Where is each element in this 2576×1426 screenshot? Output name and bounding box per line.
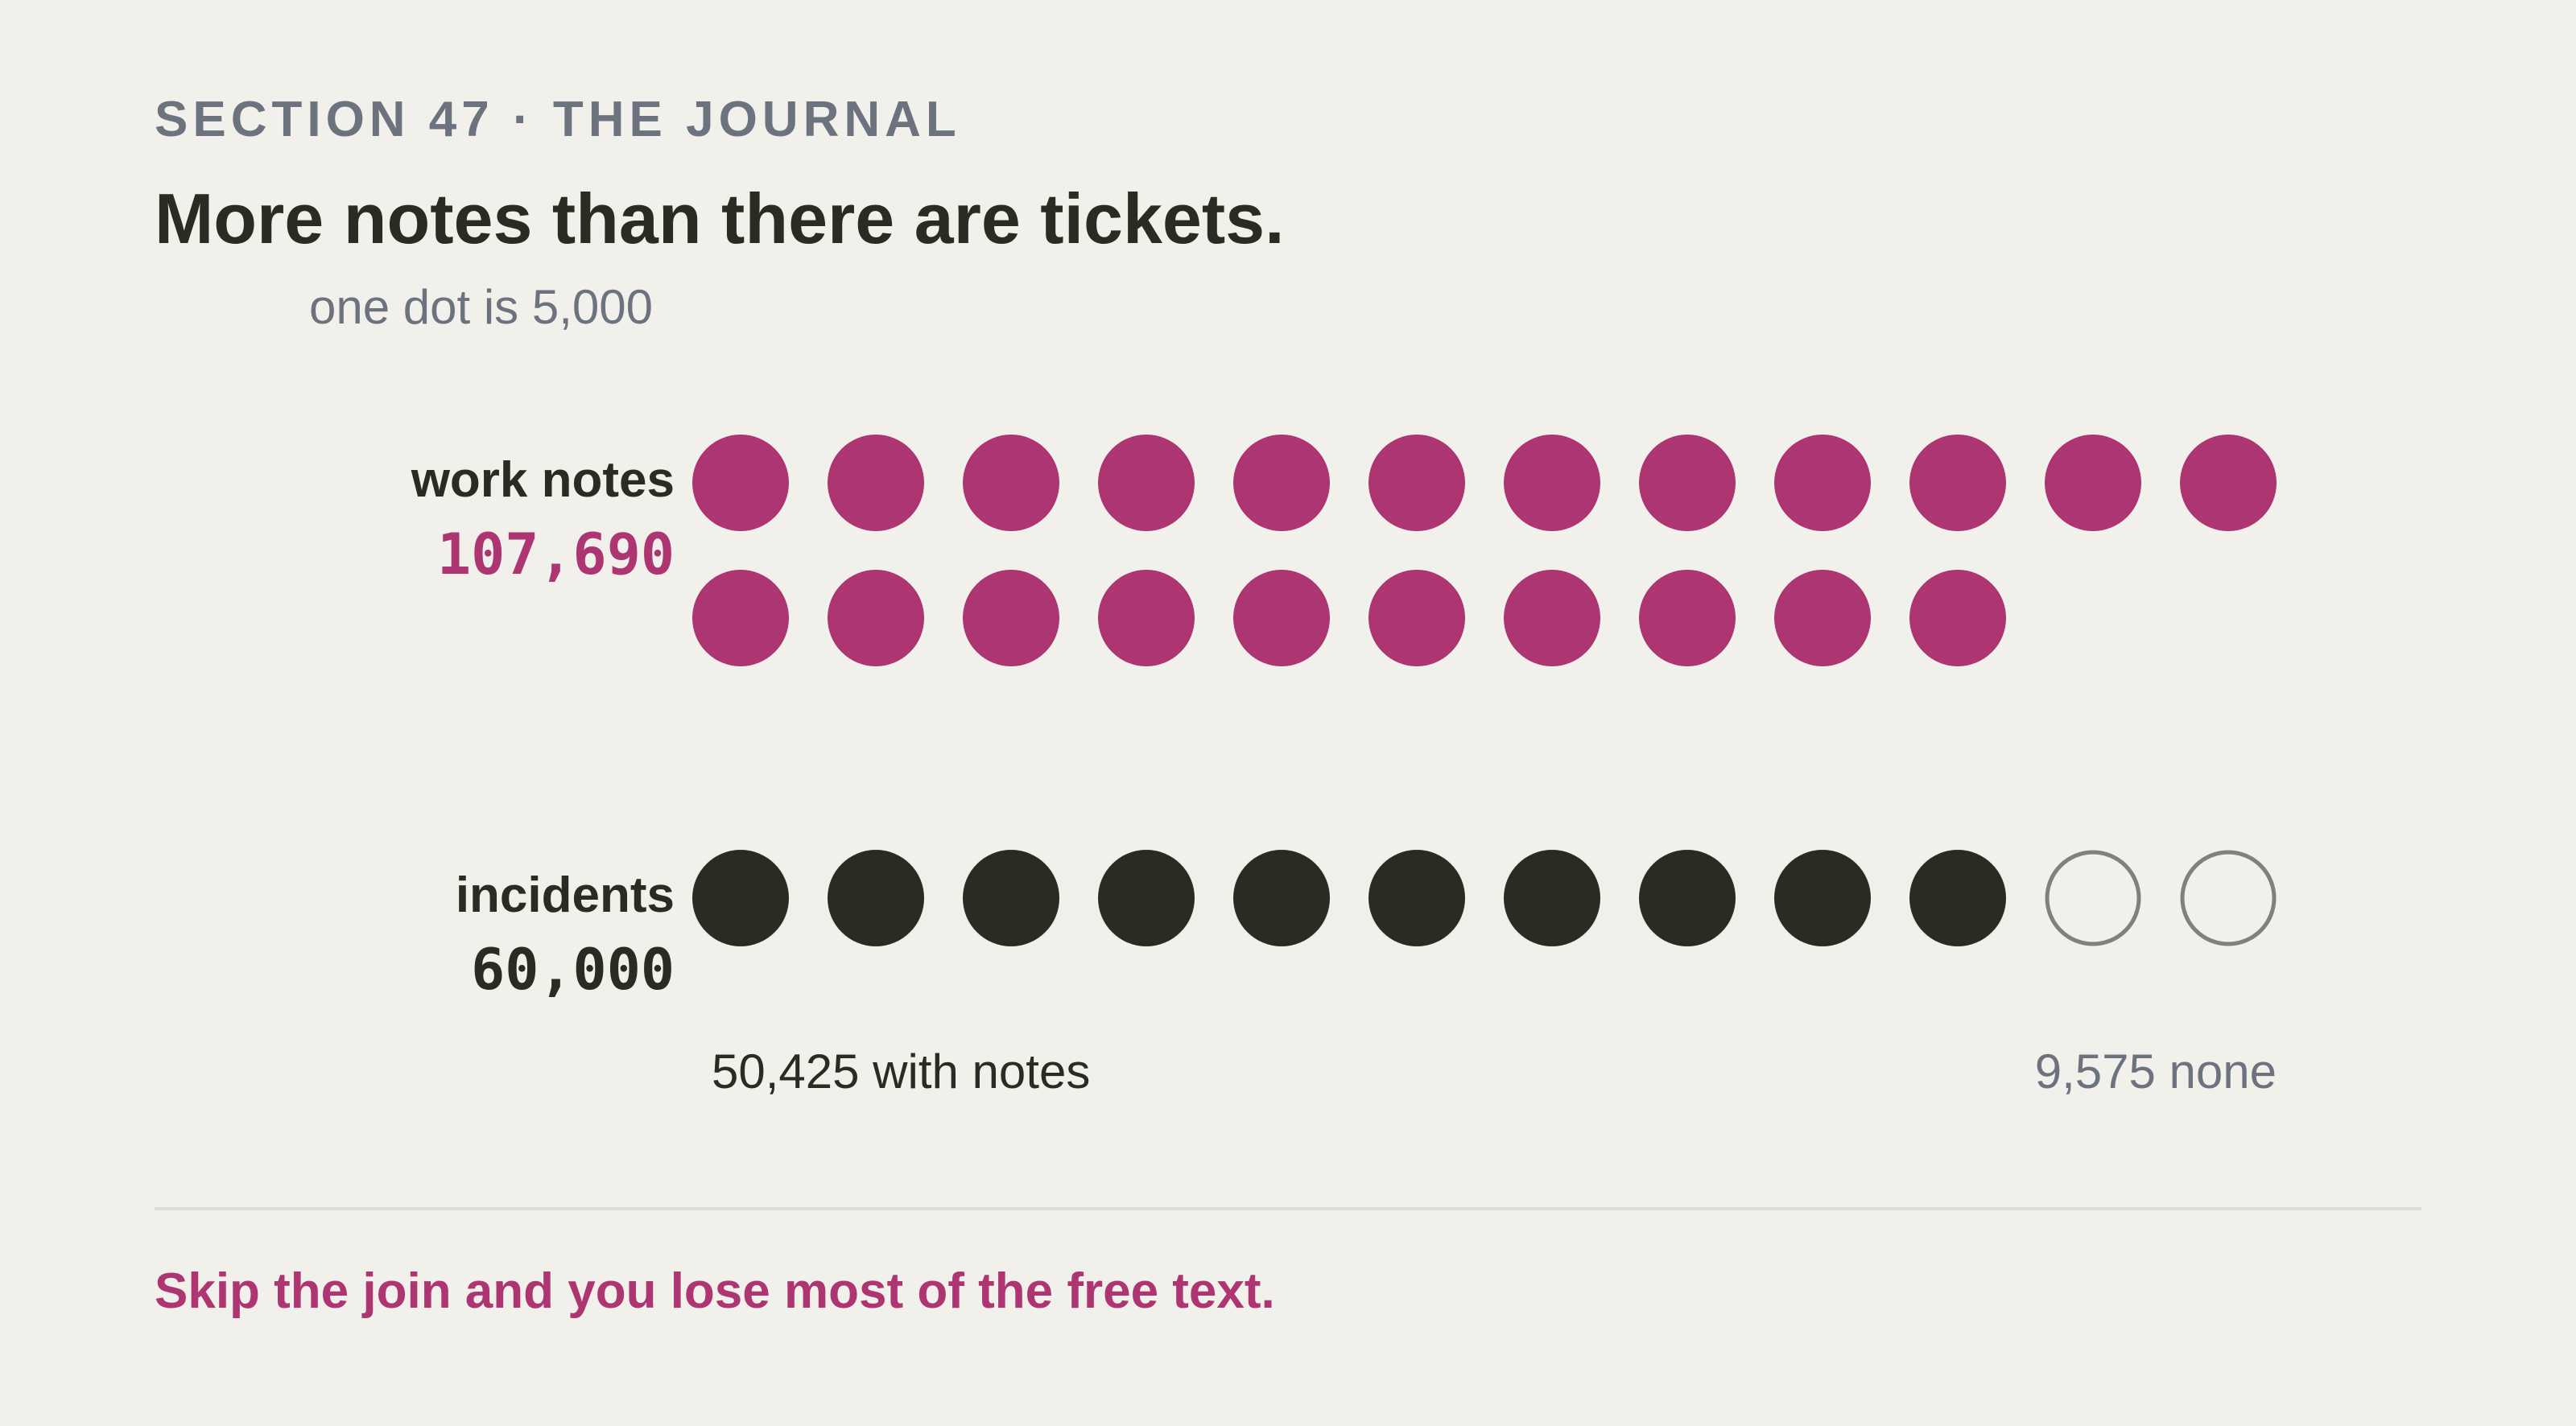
section-eyebrow: SECTION 47 · THE JOURNAL [155, 92, 961, 147]
incidents-dot-3 [963, 850, 1059, 946]
work-notes-dot-5 [1233, 435, 1330, 531]
incidents-dot-9 [1774, 850, 1871, 946]
work-notes-dot-22 [1909, 570, 2006, 666]
work-notes-dot-14 [828, 570, 924, 666]
incidents-dot-8 [1639, 850, 1736, 946]
incidents-empty-dot-2 [2180, 850, 2277, 946]
work-notes-dot-12 [2180, 435, 2277, 531]
work-notes-dot-9 [1774, 435, 1871, 531]
incidents-dot-2 [828, 850, 924, 946]
incidents-value: 60,000 [471, 937, 675, 1003]
incidents-dot-7 [1504, 850, 1600, 946]
work-notes-dot-16 [1098, 570, 1195, 666]
work-notes-dot-17 [1233, 570, 1330, 666]
work-notes-dot-19 [1504, 570, 1600, 666]
incidents-dot-1 [692, 850, 789, 946]
work-notes-dot-1 [692, 435, 789, 531]
work-notes-dot-3 [963, 435, 1059, 531]
takeaway-text: Skip the join and you lose most of the f… [155, 1263, 1275, 1319]
incidents-dot-4 [1098, 850, 1195, 946]
work-notes-dot-2 [828, 435, 924, 531]
incidents-label: incidents [455, 868, 675, 923]
work-notes-dot-18 [1368, 570, 1465, 666]
incidents-empty-dot-1 [2045, 850, 2141, 946]
incidents-dot-5 [1233, 850, 1330, 946]
work-notes-dot-15 [963, 570, 1059, 666]
work-notes-dot-21 [1774, 570, 1871, 666]
work-notes-dot-20 [1639, 570, 1736, 666]
work-notes-dot-10 [1909, 435, 2006, 531]
work-notes-dot-11 [2045, 435, 2141, 531]
incidents-dot-6 [1368, 850, 1465, 946]
dot-scale-note: one dot is 5,000 [309, 280, 654, 334]
work-notes-dot-4 [1098, 435, 1195, 531]
chart-title: More notes than there are tickets. [155, 179, 1285, 258]
with-notes-label: 50,425 with notes [712, 1045, 1091, 1098]
work-notes-dot-7 [1504, 435, 1600, 531]
work-notes-dot-13 [692, 570, 789, 666]
none-label: 9,575 none [2034, 1045, 2277, 1098]
divider [155, 1207, 2421, 1210]
incidents-dot-10 [1909, 850, 2006, 946]
work-notes-dot-8 [1639, 435, 1736, 531]
work-notes-dot-6 [1368, 435, 1465, 531]
work-notes-value: 107,690 [436, 521, 675, 587]
work-notes-label: work notes [411, 452, 675, 508]
